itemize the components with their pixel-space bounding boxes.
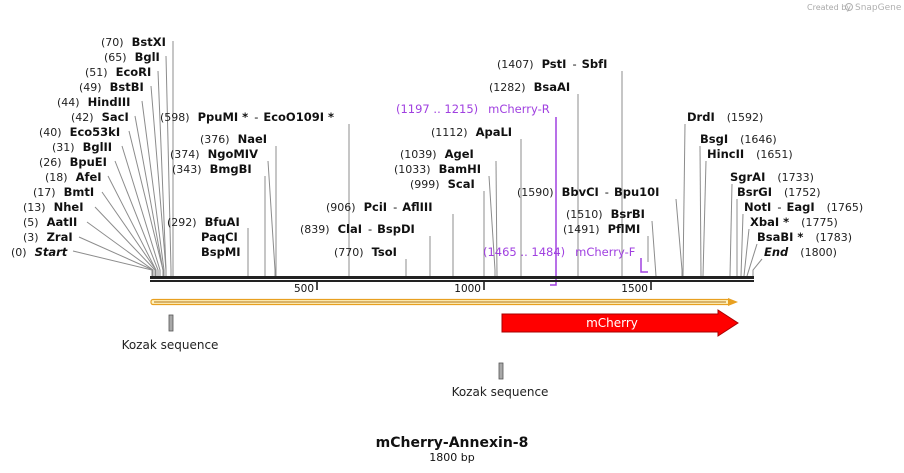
site-label-end: End (1800) [764, 245, 837, 259]
site-label-bsrbi: (1510) BsrBI [566, 207, 645, 221]
site-label-tsoi: (770) TsoI [334, 245, 397, 259]
leader-aatii [86, 221, 154, 276]
credit-brand: SnapGene [855, 3, 902, 13]
site-label-noti: NotI - EagI (1765) [744, 200, 863, 214]
site-label-drdi: DrdI (1592) [687, 110, 763, 124]
site-label-bbvci: (1590) BbvCI - Bpu10I [517, 185, 659, 199]
site-label-pflmi: (1491) PflMI [563, 222, 640, 236]
site-label-aatii: (5) AatII [23, 215, 77, 229]
backbone-bottom-strand [150, 280, 754, 282]
leader-bamhi [488, 175, 496, 276]
site-label-zrai: (3) ZraI [23, 230, 73, 244]
site-label-paqci: PaqCI [201, 230, 238, 244]
leader-bpuei [114, 160, 159, 276]
snapgene-logo-icon [845, 3, 853, 11]
leader-noti [740, 213, 744, 277]
leader-saci [134, 115, 164, 276]
leader-sgrai [729, 183, 733, 277]
leader-drdi [682, 123, 686, 277]
site-label-ngomiv: (374) NgoMIV [170, 147, 258, 161]
kozak-label-2: Kozak sequence [452, 385, 549, 399]
leader-bglii [121, 145, 161, 276]
mcherry-label: mCherry [586, 316, 638, 330]
site-label-bsrgi: BsrGI (1752) [737, 185, 821, 199]
credit-prefix: Created by [807, 3, 851, 12]
axis-tick-label-500: 500 [294, 283, 314, 295]
kozak-label-1: Kozak sequence [122, 338, 219, 352]
site-label-bfuai: (292) BfuAI [167, 215, 240, 229]
site-label-bgli: (65) BglI [104, 50, 160, 64]
orf-feature[interactable] [150, 298, 738, 306]
kozak-feature-1[interactable] [168, 314, 174, 332]
site-label-pcii: (906) PciI - AflIII [326, 200, 432, 214]
site-label-apali: (1112) ApaLI [431, 125, 512, 139]
leader-bbvci [675, 198, 683, 276]
primer-mcherry-f[interactable] [640, 258, 648, 273]
site-label-bstbi: (49) BstBI [79, 80, 144, 94]
site-label-bamhi: (1033) BamHI [394, 162, 481, 176]
leader-nhei [94, 206, 156, 276]
primer-label-mcherry-r[interactable]: (1197 .. 1215) mCherry-R [396, 102, 550, 116]
site-labels-middle: (292) BfuAI PaqCI BspMI (343) BmgBI (374) N… [160, 57, 659, 259]
site-label-ecori: (51) EcoRI [85, 65, 151, 79]
site-leader-lines [72, 41, 763, 277]
site-label-naei: (376) NaeI [200, 132, 267, 146]
site-label-bglii: (31) BglII [52, 140, 112, 154]
site-label-start: (0) Start [11, 245, 68, 259]
leader-bgli [165, 55, 172, 276]
site-label-bspmi: BspMI [201, 245, 241, 259]
site-label-hindiii: (44) HindIII [57, 95, 130, 109]
sequence-backbone: 500 1000 1500 [150, 276, 754, 295]
site-labels-right: DrdI (1592) BsgI (1646) HincII (1651) SgrAI… [687, 110, 863, 259]
leader-agei [495, 160, 498, 277]
leader-ecori [157, 70, 167, 276]
leader-bsrbi [651, 220, 657, 277]
primer-label-mcherry-f[interactable]: (1465 .. 1484) mCherry-F [483, 245, 635, 259]
site-label-bsabi: BsaBI * (1783) [757, 230, 852, 244]
leader-hincii [702, 160, 707, 277]
axis-tick-label-1000: 1000 [454, 283, 481, 295]
site-label-bpuei: (26) BpuEI [39, 155, 107, 169]
site-label-eco53ki: (40) Eco53kI [39, 125, 120, 139]
site-label-bsgi: BsgI (1646) [700, 132, 777, 146]
site-labels-left: (0) Start (3) ZraI (5) AatII (13) NheI (17) B… [11, 35, 166, 259]
site-label-clai: (839) ClaI - BspDI [300, 222, 415, 236]
site-label-ppumi: (598) PpuMI * - EcoO109I * [160, 110, 334, 124]
site-label-afei: (18) AfeI [45, 170, 102, 184]
site-label-agei: (1039) AgeI [400, 147, 474, 161]
kozak-feature-2[interactable] [498, 362, 504, 380]
site-label-hincii: HincII (1651) [707, 147, 793, 161]
leader-eco53ki [128, 130, 164, 276]
mcherry-feature[interactable] [501, 309, 739, 337]
map-length: 1800 bp [429, 451, 474, 464]
orf-arrowhead-icon [728, 298, 738, 306]
site-label-xbai: XbaI * (1775) [750, 215, 838, 229]
site-label-bsaai: (1282) BsaAI [489, 80, 570, 94]
leader-bsgi [699, 145, 702, 277]
leader-xbai [743, 228, 750, 277]
leader-end [752, 258, 763, 276]
site-label-nhei: (13) NheI [23, 200, 83, 214]
site-label-bstxi: (70) BstXI [101, 35, 166, 49]
primers: (1197 .. 1215) mCherry-R (1465 .. 1484) mC… [396, 102, 648, 286]
primer-mcherry-r[interactable] [550, 117, 557, 286]
leader-bmti [101, 191, 157, 276]
site-label-scai: (999) ScaI [410, 177, 475, 191]
site-label-bmgbi: (343) BmgBI [172, 162, 252, 176]
backbone-top-strand [150, 276, 754, 279]
site-label-bmti: (17) BmtI [33, 185, 94, 199]
site-label-psti: (1407) PstI - SbfI [497, 57, 607, 71]
leader-hindiii [141, 100, 165, 276]
axis-tick-label-1500: 1500 [621, 283, 648, 295]
site-label-sgrai: SgrAI (1733) [730, 170, 814, 184]
leader-ngomiv [267, 160, 276, 276]
leader-afei [107, 175, 157, 276]
leader-bsabi [746, 243, 758, 277]
map-title: mCherry-Annexin-8 [376, 435, 529, 451]
site-label-saci: (42) SacI [71, 110, 129, 124]
